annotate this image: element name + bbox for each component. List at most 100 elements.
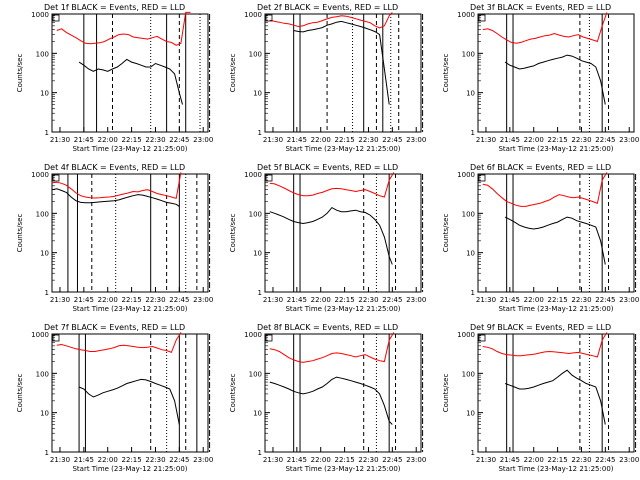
corner-marker-icon: [265, 334, 273, 342]
x-tick-label: 21:30: [50, 456, 70, 464]
x-axis-label: Start Time (23-May-12 21:25:00): [72, 465, 187, 473]
corner-marker-icon: [265, 14, 273, 22]
y-tick-label: 1: [258, 129, 262, 137]
series-line-events: [504, 54, 606, 105]
y-axis-label: Counts/sec: [442, 214, 450, 253]
chart-panel-3: Det 3f BLACK = Events, RED = LLD 1 10 100 10…: [442, 3, 639, 153]
chart-panel-9: Det 9f BLACK = Events, RED = LLD 1 10 100 10…: [442, 323, 639, 473]
chart-title: Det 6f BLACK = Events, RED = LLD: [470, 163, 611, 172]
x-tick-label: 22:45: [169, 136, 189, 144]
y-tick-label: 1000: [457, 331, 475, 339]
x-tick-label: 22:30: [145, 136, 165, 144]
x-tick-label: 21:30: [263, 136, 283, 144]
x-tick-label: 22:30: [571, 456, 591, 464]
x-tick-label: 23:00: [619, 456, 639, 464]
series-line-events: [504, 216, 606, 265]
x-axis-label: Start Time (23-May-12 21:25:00): [285, 145, 400, 153]
x-tick-label: 22:15: [547, 136, 567, 144]
x-tick-label: 23:00: [193, 456, 213, 464]
x-tick-label: 22:00: [311, 456, 331, 464]
x-axis-label: Start Time (23-May-12 21:25:00): [498, 145, 613, 153]
y-axis-label: Counts/sec: [229, 54, 237, 93]
chart-panel-5: Det 5f BLACK = Events, RED = LLD 1 10 100 10…: [229, 163, 426, 313]
x-tick-label: 22:45: [595, 456, 615, 464]
x-tick-label: 21:30: [476, 296, 496, 304]
y-axis-label: Counts/sec: [229, 374, 237, 413]
corner-marker-icon: [478, 174, 486, 182]
plot-frame: [264, 173, 422, 293]
y-tick-label: 10: [253, 410, 262, 418]
x-tick-label: 22:15: [121, 456, 141, 464]
x-tick-label: 21:45: [74, 296, 94, 304]
chart-title: Det 5f BLACK = Events, RED = LLD: [257, 163, 398, 172]
x-tick-label: 22:30: [571, 296, 591, 304]
x-tick-label: 22:30: [358, 456, 378, 464]
y-tick-label: 100: [36, 370, 49, 378]
x-tick-label: 22:45: [595, 296, 615, 304]
y-axis-label: Counts/sec: [16, 54, 24, 93]
chart-panel-6: Det 6f BLACK = Events, RED = LLD 1 10 100 10…: [442, 163, 639, 313]
chart-title: Det 8f BLACK = Events, RED = LLD: [257, 323, 398, 332]
x-axis-label: Start Time (23-May-12 21:25:00): [498, 465, 613, 473]
x-tick-label: 22:45: [169, 296, 189, 304]
x-tick-label: 22:15: [547, 296, 567, 304]
x-tick-label: 21:30: [263, 296, 283, 304]
x-tick-label: 23:00: [619, 296, 639, 304]
y-tick-label: 10: [40, 410, 49, 418]
series-line-events: [78, 378, 180, 425]
x-tick-label: 22:45: [169, 456, 189, 464]
series-line-lld: [56, 11, 191, 46]
x-tick-label: 22:15: [547, 456, 567, 464]
x-tick-label: 22:15: [334, 136, 354, 144]
y-tick-label: 100: [36, 210, 49, 218]
x-tick-label: 21:45: [500, 456, 520, 464]
y-tick-label: 1: [45, 449, 49, 457]
y-tick-label: 1000: [31, 11, 49, 19]
chart-panel-1: Det 1f BLACK = Events, RED = LLD 1 10 100 10…: [16, 3, 213, 153]
y-axis-label: Counts/sec: [442, 374, 450, 413]
y-tick-label: 1: [471, 289, 475, 297]
x-tick-label: 22:15: [334, 296, 354, 304]
x-tick-label: 22:00: [98, 296, 118, 304]
y-tick-label: 10: [40, 250, 49, 258]
x-axis-label: Start Time (23-May-12 21:25:00): [72, 145, 187, 153]
corner-marker-icon: [265, 174, 273, 182]
x-tick-label: 22:00: [98, 456, 118, 464]
y-tick-label: 1: [471, 129, 475, 137]
y-tick-label: 100: [462, 50, 475, 58]
x-tick-label: 21:30: [50, 136, 70, 144]
y-tick-label: 1000: [31, 171, 49, 179]
y-tick-label: 10: [466, 90, 475, 98]
x-tick-label: 21:45: [74, 456, 94, 464]
y-tick-label: 1: [258, 449, 262, 457]
x-tick-label: 22:00: [524, 296, 544, 304]
series-line-lld: [51, 172, 182, 200]
x-tick-label: 23:00: [193, 296, 213, 304]
chart-title: Det 2f BLACK = Events, RED = LLD: [257, 3, 398, 12]
chart-title: Det 9f BLACK = Events, RED = LLD: [470, 323, 611, 332]
x-tick-label: 23:00: [406, 296, 426, 304]
x-tick-label: 21:45: [500, 296, 520, 304]
series-line-events: [504, 369, 606, 425]
series-line-lld: [269, 12, 393, 29]
plot-frame: [264, 13, 422, 133]
series-line-lld: [482, 12, 608, 44]
chart-panel-2: Det 2f BLACK = Events, RED = LLD 1 10 100 10…: [229, 3, 426, 153]
x-tick-label: 23:00: [193, 136, 213, 144]
x-tick-label: 21:30: [263, 456, 283, 464]
x-axis-label: Start Time (23-May-12 21:25:00): [285, 465, 400, 473]
series-line-events: [269, 376, 393, 425]
corner-marker-icon: [52, 334, 60, 342]
x-tick-label: 22:45: [382, 296, 402, 304]
series-line-lld: [482, 172, 608, 207]
y-tick-label: 100: [462, 210, 475, 218]
y-tick-label: 100: [36, 50, 49, 58]
x-tick-label: 21:30: [476, 136, 496, 144]
x-axis-label: Start Time (23-May-12 21:25:00): [285, 305, 400, 313]
x-tick-label: 21:45: [500, 136, 520, 144]
x-tick-label: 21:30: [476, 456, 496, 464]
chart-title: Det 7f BLACK = Events, RED = LLD: [44, 323, 185, 332]
chart-title: Det 3f BLACK = Events, RED = LLD: [470, 3, 611, 12]
y-tick-label: 10: [466, 410, 475, 418]
x-tick-label: 21:30: [50, 296, 70, 304]
